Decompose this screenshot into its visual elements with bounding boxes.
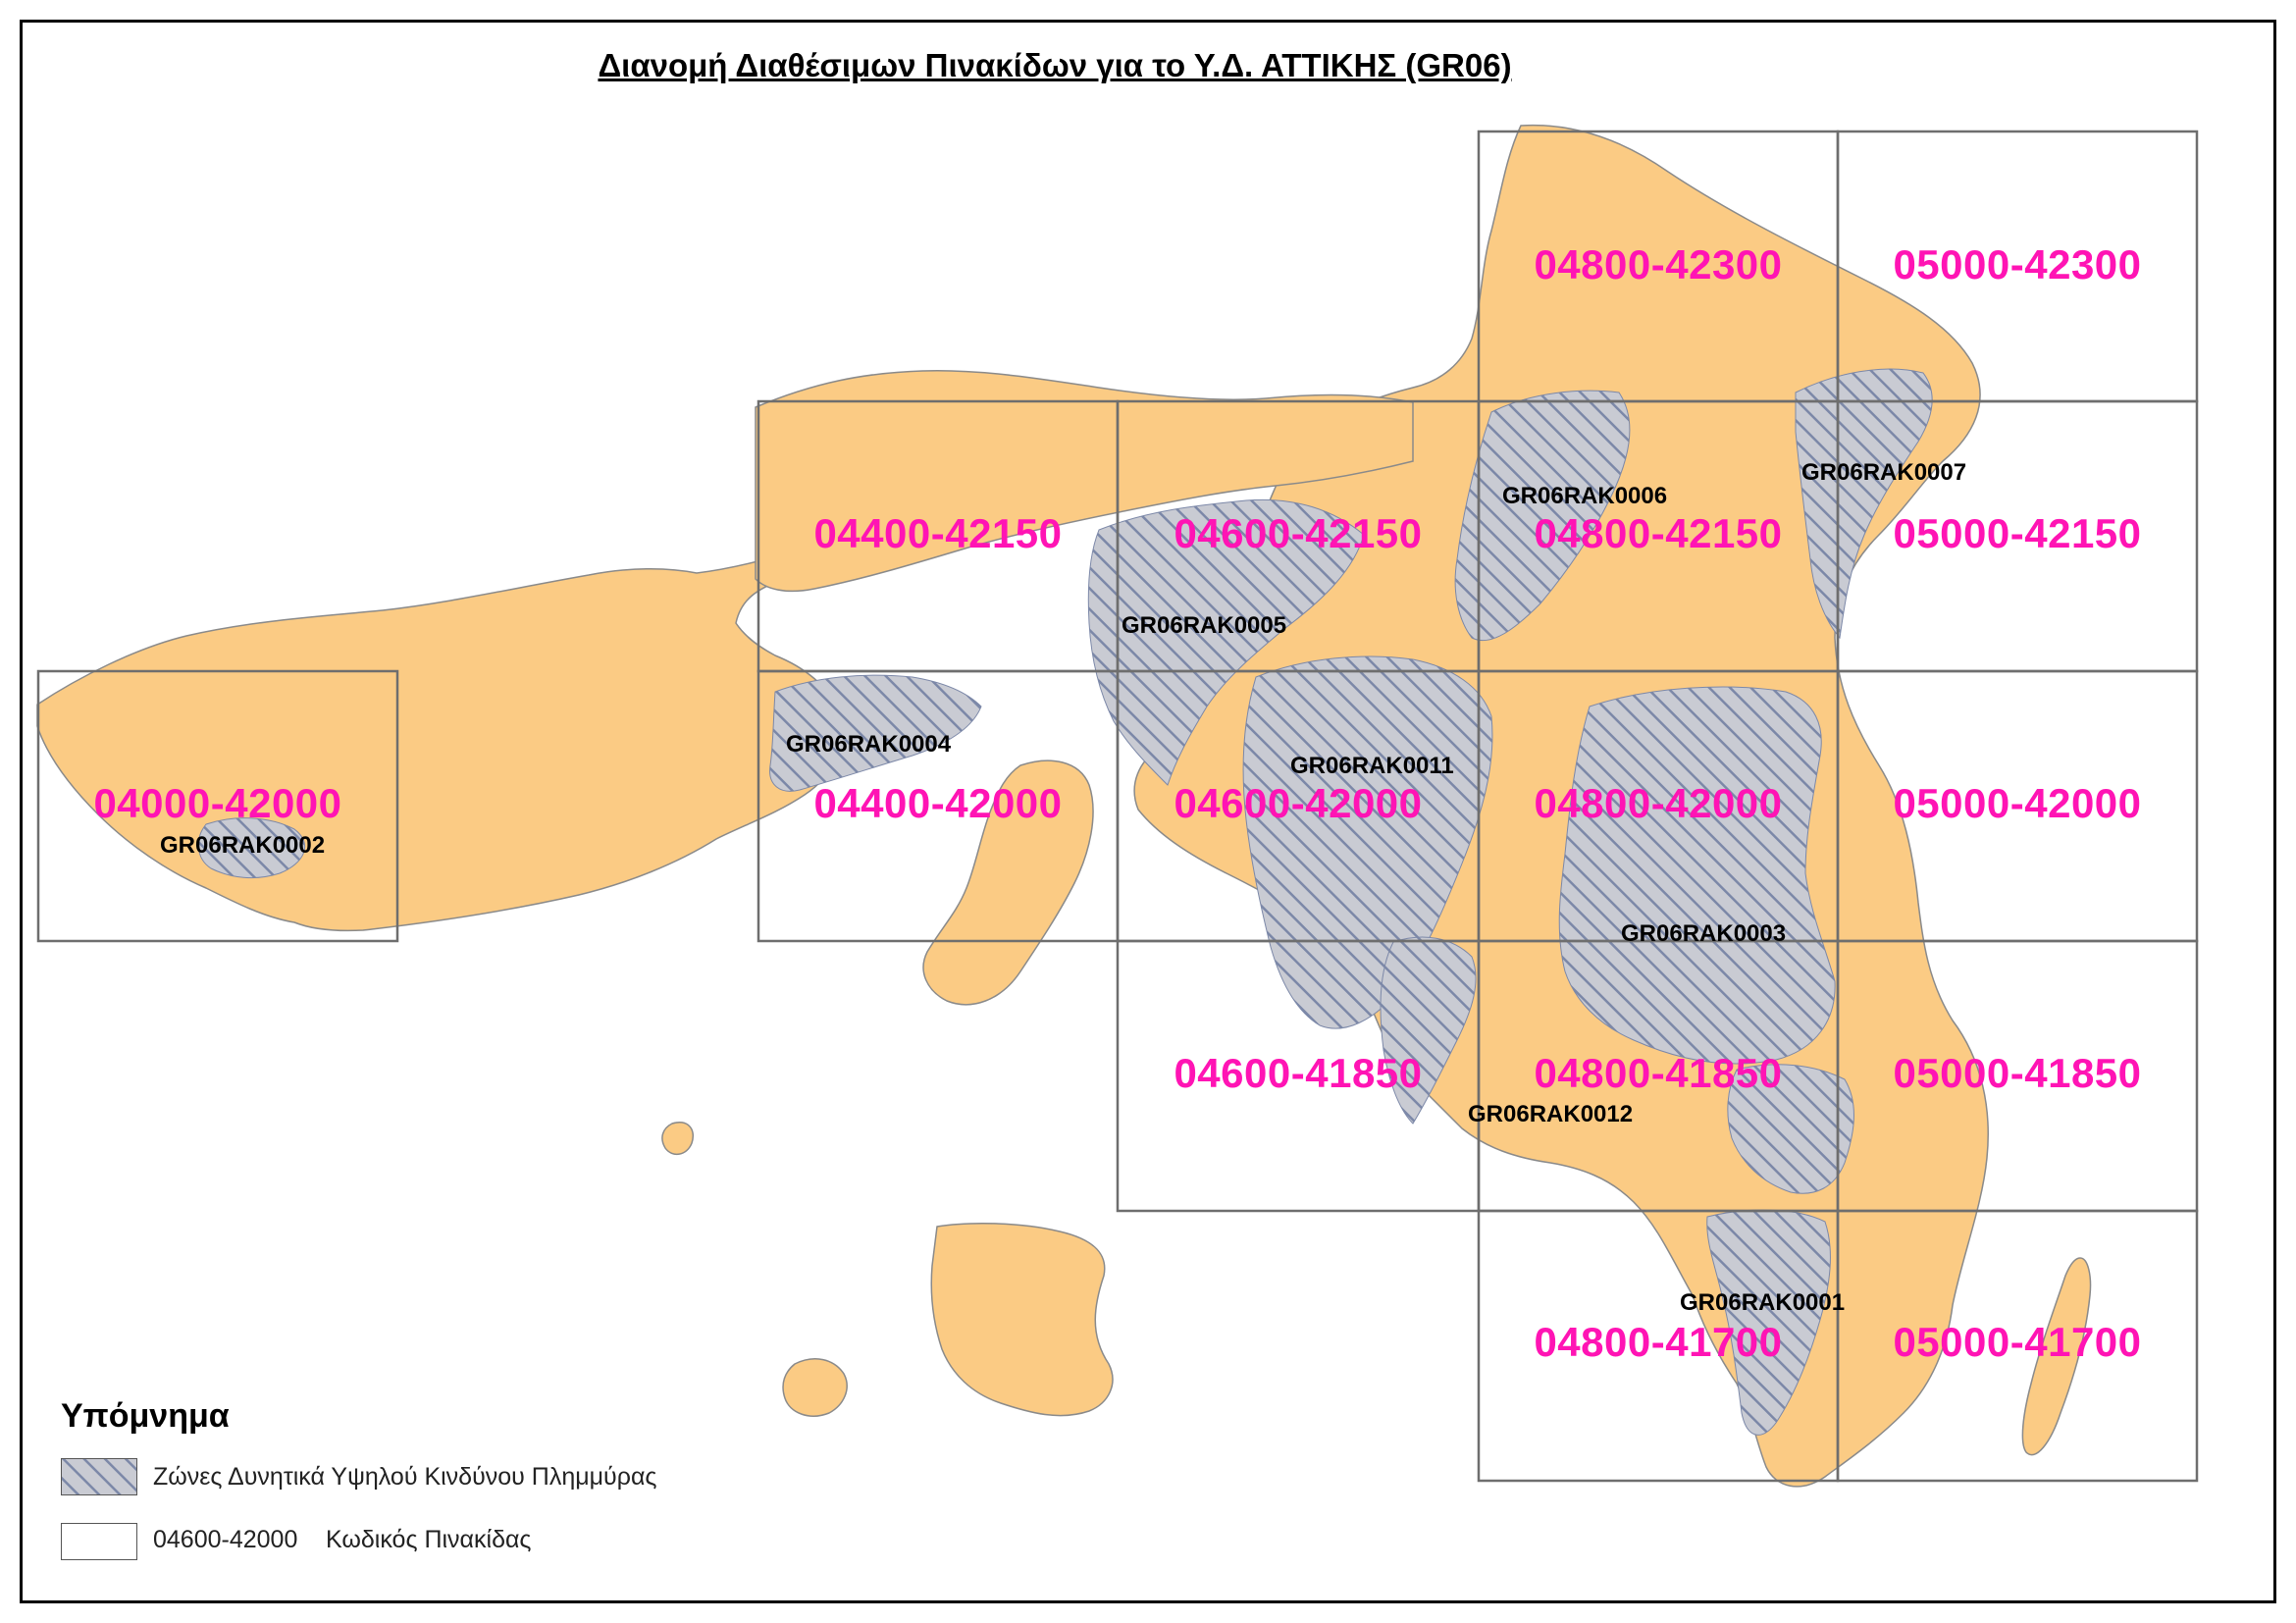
legend-tile-swatch	[61, 1523, 137, 1560]
landmass-salamis	[922, 759, 1094, 1006]
tile-label-04800-42150[interactable]: 04800-42150	[1534, 510, 1783, 556]
tile-label-04800-42000[interactable]: 04800-42000	[1534, 780, 1783, 826]
island-small-1	[661, 1122, 694, 1155]
legend-title: Υπόμνημα	[61, 1397, 230, 1435]
zone-shape-0002	[197, 817, 306, 878]
zone-shape-0012-east	[1727, 1064, 1854, 1194]
tile-label-04600-42000[interactable]: 04600-42000	[1174, 780, 1423, 826]
tile-label-04800-41700[interactable]: 04800-41700	[1534, 1319, 1783, 1365]
zone-label-0005[interactable]: GR06RAK0005	[1122, 612, 1287, 639]
zone-shape-0007	[1795, 368, 1933, 640]
zone-shape-0004	[769, 674, 982, 792]
tile-label-04400-42150[interactable]: 04400-42150	[813, 510, 1063, 556]
legend-flood-label: Ζώνες Δυνητικά Υψηλού Κινδύνου Πλημμύρας	[153, 1463, 657, 1491]
zone-label-0002[interactable]: GR06RAK0002	[160, 832, 326, 859]
map-title: Διανομή Διαθέσιμων Πινακίδων για το Υ.Δ.…	[598, 47, 1512, 83]
tile-label-04800-41850[interactable]: 04800-41850	[1534, 1050, 1783, 1096]
zone-shape-0005	[1087, 498, 1365, 786]
zone-label-0003[interactable]: GR06RAK0003	[1621, 920, 1787, 947]
tile-grid	[36, 130, 2199, 1483]
tile-frame-04000-42000	[36, 669, 399, 943]
zone-label-0012[interactable]: GR06RAK0012	[1468, 1101, 1634, 1127]
flood-zones-layer	[197, 368, 1933, 1436]
tile-label-04000-42000[interactable]: 04000-42000	[93, 780, 342, 826]
island-poros	[782, 1358, 848, 1417]
tile-label-04800-42300[interactable]: 04800-42300	[1534, 241, 1783, 288]
tile-label-04400-42000[interactable]: 04400-42000	[813, 780, 1063, 826]
tile-label-05000-41850[interactable]: 05000-41850	[1893, 1050, 2142, 1096]
zone-label-0001[interactable]: GR06RAK0001	[1680, 1289, 1846, 1316]
zone-shape-0012	[1380, 936, 1477, 1125]
legend-flood-swatch	[61, 1458, 137, 1495]
tile-label-05000-42150[interactable]: 05000-42150	[1893, 510, 2142, 556]
legend-tile-label: Κωδικός Πινακίδας	[326, 1526, 532, 1553]
zone-shape-0006	[1454, 390, 1631, 642]
island-makronisos	[2021, 1257, 2092, 1456]
tile-label-04600-42150[interactable]: 04600-42150	[1174, 510, 1423, 556]
zone-label-0011[interactable]: GR06RAK0011	[1290, 753, 1454, 779]
zone-label-0007[interactable]: GR06RAK0007	[1801, 459, 1967, 486]
tile-frame-05000-41700	[1836, 1209, 2199, 1483]
tile-label-04600-41850[interactable]: 04600-41850	[1174, 1050, 1423, 1096]
zone-shape-0001	[1706, 1209, 1831, 1436]
zone-label-0004[interactable]: GR06RAK0004	[786, 731, 952, 758]
legend-tile-example: 04600-42000	[153, 1526, 298, 1553]
island-aegina	[930, 1222, 1114, 1417]
tile-label-05000-42000[interactable]: 05000-42000	[1893, 780, 2142, 826]
tile-label-05000-42300[interactable]: 05000-42300	[1893, 241, 2142, 288]
zone-label-0006[interactable]: GR06RAK0006	[1502, 483, 1668, 509]
tile-label-05000-41700[interactable]: 05000-41700	[1893, 1319, 2142, 1365]
zone-shape-0003	[1558, 686, 1836, 1065]
landmass-north-band	[755, 370, 1414, 593]
